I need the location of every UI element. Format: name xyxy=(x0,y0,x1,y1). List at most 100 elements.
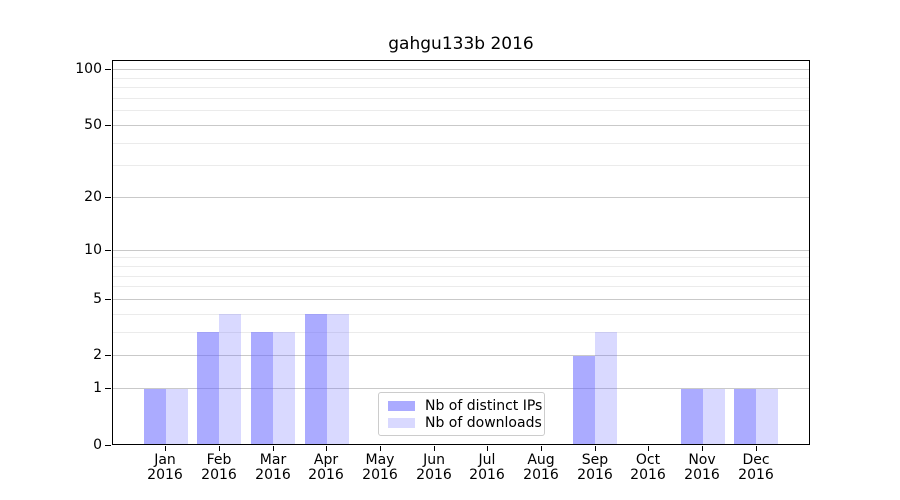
y-tick-mark xyxy=(105,250,111,251)
bar-downloads xyxy=(165,388,188,445)
gridline-minor xyxy=(112,110,810,111)
x-tick-mark xyxy=(595,446,596,451)
gridline-minor xyxy=(112,266,810,267)
legend: Nb of distinct IPs Nb of downloads xyxy=(378,392,545,436)
bar-distinct-ips xyxy=(304,314,327,445)
x-tick-label-line: 2016 xyxy=(362,467,398,483)
bar-downloads xyxy=(756,388,779,445)
gridline-major xyxy=(112,69,810,70)
x-tick-mark xyxy=(219,446,220,451)
y-tick-label: 20 xyxy=(84,189,102,205)
x-tick-label: Mar 2016 xyxy=(238,453,308,483)
x-tick-mark xyxy=(756,446,757,451)
bar-downloads xyxy=(219,314,242,445)
x-tick-label-line: Jan xyxy=(154,452,176,468)
gridline-major xyxy=(112,355,810,356)
y-tick-mark xyxy=(105,125,111,126)
legend-label-downloads: Nb of downloads xyxy=(425,414,542,431)
x-tick-label: Jun 2016 xyxy=(399,453,469,483)
x-tick-label: Sep 2016 xyxy=(560,453,630,483)
x-tick-label-line: Aug xyxy=(527,452,555,468)
x-tick-label-line: Dec xyxy=(742,452,770,468)
legend-swatch-distinct-ips xyxy=(388,400,415,411)
x-tick-label: Jul 2016 xyxy=(452,453,522,483)
gridline-major xyxy=(112,388,810,389)
x-tick-label-line: Mar xyxy=(259,452,287,468)
y-tick-label: 50 xyxy=(84,117,102,133)
bar-distinct-ips xyxy=(197,332,220,445)
x-tick-mark xyxy=(487,446,488,451)
bar-distinct-ips xyxy=(680,388,703,445)
bar-distinct-ips xyxy=(734,388,757,445)
x-tick-label-line: 2016 xyxy=(308,467,344,483)
x-tick-label: Oct 2016 xyxy=(613,453,683,483)
x-tick-label-line: 2016 xyxy=(738,467,774,483)
x-tick-label-line: Jul xyxy=(478,452,496,468)
x-tick-label-line: Nov xyxy=(688,452,716,468)
x-tick-mark xyxy=(380,446,381,451)
x-tick-label-line: 2016 xyxy=(684,467,720,483)
x-tick-label-line: Oct xyxy=(635,452,661,468)
gridline-minor xyxy=(112,78,810,79)
gridline-major xyxy=(112,197,810,198)
x-tick-label-line: 2016 xyxy=(523,467,559,483)
x-tick-label: Jan 2016 xyxy=(130,453,200,483)
legend-item-downloads: Nb of downloads xyxy=(388,414,542,431)
x-tick-label-line: Feb xyxy=(206,452,232,468)
x-tick-label-line: Sep xyxy=(581,452,609,468)
y-tick-label: 2 xyxy=(93,347,102,363)
x-tick-label-line: 2016 xyxy=(577,467,613,483)
gridline-major xyxy=(112,250,810,251)
y-tick-mark xyxy=(105,355,111,356)
x-tick-label: Aug 2016 xyxy=(506,453,576,483)
gridline-major xyxy=(112,299,810,300)
y-tick-mark xyxy=(105,197,111,198)
y-tick-label: 10 xyxy=(84,242,102,258)
gridline-minor xyxy=(112,143,810,144)
x-tick-mark xyxy=(273,446,274,451)
bar-downloads xyxy=(702,388,725,445)
y-tick-label: 5 xyxy=(93,291,102,307)
y-tick-mark xyxy=(105,388,111,389)
x-tick-mark xyxy=(434,446,435,451)
x-tick-mark xyxy=(648,446,649,451)
gridline-minor xyxy=(112,286,810,287)
legend-swatch-downloads xyxy=(388,417,415,428)
x-tick-label: Feb 2016 xyxy=(184,453,254,483)
bar-downloads xyxy=(326,314,349,445)
x-tick-label-line: 2016 xyxy=(416,467,452,483)
x-tick-label: Nov 2016 xyxy=(667,453,737,483)
y-tick-label: 100 xyxy=(75,61,102,77)
x-tick-mark xyxy=(541,446,542,451)
gridline-major xyxy=(112,125,810,126)
y-tick-mark xyxy=(105,445,111,446)
gridline-minor xyxy=(112,87,810,88)
gridline-minor xyxy=(112,98,810,99)
x-tick-label-line: 2016 xyxy=(469,467,505,483)
x-tick-label-line: 2016 xyxy=(147,467,183,483)
x-tick-label: Apr 2016 xyxy=(291,453,361,483)
bar-downloads xyxy=(595,332,618,445)
x-tick-label-line: May xyxy=(365,452,395,468)
bar-distinct-ips xyxy=(573,355,596,445)
y-tick-mark xyxy=(105,299,111,300)
gridline-minor xyxy=(112,314,810,315)
x-tick-label-line: 2016 xyxy=(630,467,666,483)
gridline-minor xyxy=(112,165,810,166)
x-tick-label-line: Apr xyxy=(313,452,339,468)
bar-downloads xyxy=(273,332,296,445)
bar-distinct-ips xyxy=(251,332,274,445)
x-tick-label-line: 2016 xyxy=(255,467,291,483)
x-tick-label: May 2016 xyxy=(345,453,415,483)
x-tick-label-line: Jun xyxy=(423,452,445,468)
x-tick-label: Dec 2016 xyxy=(721,453,791,483)
y-tick-label: 0 xyxy=(93,437,102,453)
legend-label-distinct-ips: Nb of distinct IPs xyxy=(425,397,543,414)
gridline-minor xyxy=(112,276,810,277)
legend-item-distinct-ips: Nb of distinct IPs xyxy=(388,397,542,414)
y-tick-mark xyxy=(105,69,111,70)
x-tick-label-line: 2016 xyxy=(201,467,237,483)
gridline-minor xyxy=(112,257,810,258)
gridline-minor xyxy=(112,332,810,333)
plot-area xyxy=(112,60,810,445)
